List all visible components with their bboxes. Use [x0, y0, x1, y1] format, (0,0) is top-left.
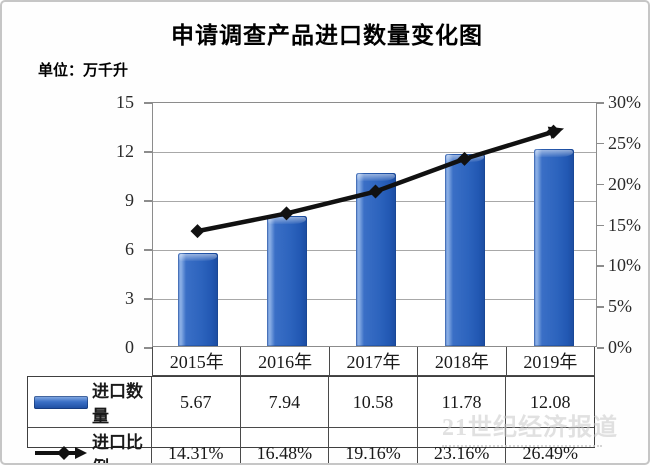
right-tick-mark [597, 183, 604, 186]
left-axis-tick-label: 0 [125, 337, 134, 357]
table-value-cell: 19.16% [328, 427, 417, 463]
diamond-marker [546, 124, 561, 139]
bar-2015年 [177, 253, 218, 346]
right-axis-tick-label: 0% [608, 337, 632, 357]
x-axis-label: 2017年 [328, 347, 417, 375]
arrowhead [547, 126, 565, 140]
right-tick-mark [597, 306, 604, 308]
left-tick-mark [144, 249, 152, 251]
left-axis-tick-label: 6 [125, 239, 134, 259]
table-value-cell: 23.16% [416, 427, 506, 463]
table-value-cell: 14.31% [151, 427, 240, 463]
table-value-cell: 7.94 [239, 377, 329, 427]
x-axis-label: 2015年 [169, 352, 224, 372]
right-axis-tick-label: 15% [608, 214, 641, 235]
right-axis-tick-label: 25% [608, 132, 641, 153]
left-tick-mark [144, 347, 152, 349]
diamond-marker [190, 224, 205, 239]
table-value-cell: 12.08 [505, 377, 594, 427]
left-tick-mark [144, 151, 152, 153]
left-tick-mark [144, 102, 152, 104]
right-axis-tick-label: 30% [608, 92, 641, 112]
legend-cell: 进口数量 [28, 377, 151, 427]
x-axis-label: 2018年 [417, 347, 505, 375]
right-axis-tick-label: 10% [608, 255, 641, 276]
right-tick-mark [597, 224, 604, 226]
right-tick-mark [597, 347, 604, 349]
bar-2016年 [266, 216, 307, 346]
plot-area [152, 102, 597, 347]
bar-2019年 [533, 148, 574, 346]
right-tick-mark [597, 102, 604, 104]
x-axis-category-row: 2015年 2016年 2017年 2018年 2019年 [152, 347, 595, 376]
bar-2018年 [444, 153, 485, 346]
left-axis-tick-label: 3 [125, 288, 134, 308]
left-tick-mark [144, 298, 152, 300]
table-value-cell: 5.67 [151, 377, 240, 427]
right-tick-mark [597, 265, 604, 267]
table-value-cell: 10.58 [328, 377, 417, 427]
line-arrow-legend-icon [35, 446, 87, 460]
legend-cell: 进口比例 [28, 427, 151, 463]
bar-legend-icon [34, 395, 88, 409]
x-axis-label: 2016年 [240, 347, 328, 375]
left-axis-tick-label: 12 [116, 141, 134, 161]
table-value-cell: 16.48% [239, 427, 329, 463]
chart-title: 申请调查产品进口数量变化图 [171, 22, 483, 48]
series-name: 进口数量 [92, 382, 143, 426]
table-value-cell: 26.49% [505, 427, 594, 463]
bar-2017年 [355, 173, 396, 346]
x-axis-label: 2019年 [505, 347, 594, 375]
right-tick-mark [597, 142, 604, 145]
series-name: 进口比例 [92, 433, 143, 463]
left-tick-mark [144, 200, 152, 202]
gridline [153, 152, 596, 153]
right-axis-tick-label: 20% [608, 173, 641, 194]
right-axis-tick-label: 5% [608, 296, 632, 317]
left-axis-tick-label: 15 [116, 92, 134, 112]
unit-label: 单位：万千升 [38, 62, 129, 79]
left-axis-tick-label: 9 [125, 190, 134, 210]
table-value-cell: 11.78 [416, 377, 506, 427]
